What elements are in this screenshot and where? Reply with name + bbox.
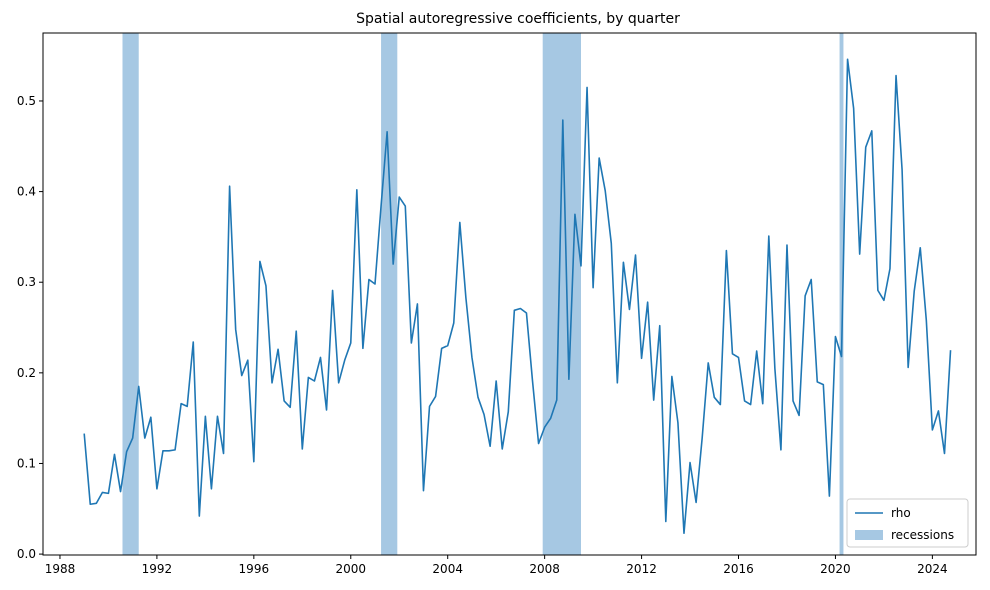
- x-tick-label: 2008: [529, 562, 560, 576]
- y-axis: 0.0 0.1 0.2 0.3 0.4 0.5: [17, 94, 43, 561]
- recession-band: [381, 33, 398, 555]
- y-tick-label: 0.3: [17, 275, 36, 289]
- plot-frame: [42, 32, 977, 556]
- recession-band: [122, 33, 139, 555]
- series-line-rho: [83, 58, 952, 535]
- chart-title: Spatial autoregressive coefficients, by …: [356, 11, 680, 27]
- x-axis: 1988 1992 1996 2000 2004 2008 2012 2016 2020 2024: [45, 555, 948, 576]
- legend-label-recessions: recessions: [891, 528, 954, 542]
- y-tick-label: 0.0: [17, 547, 36, 561]
- legend: rho recessions: [846, 498, 969, 548]
- x-tick-label: 2024: [917, 562, 948, 576]
- y-tick-label: 0.1: [17, 456, 36, 470]
- x-tick-label: 2020: [820, 562, 851, 576]
- x-tick-label: 2000: [335, 562, 366, 576]
- x-tick-label: 2012: [626, 562, 657, 576]
- y-tick-label: 0.4: [17, 185, 36, 199]
- legend-swatch-patch: [855, 530, 883, 540]
- x-tick-label: 1992: [142, 562, 173, 576]
- x-tick-label: 2016: [723, 562, 754, 576]
- y-tick-label: 0.5: [17, 94, 36, 108]
- series-layer: [83, 58, 952, 535]
- recession-band: [839, 33, 844, 555]
- recession-band: [542, 33, 581, 555]
- x-tick-label: 1996: [239, 562, 270, 576]
- recession-bands: [122, 33, 844, 555]
- x-tick-label: 2004: [432, 562, 463, 576]
- x-tick-label: 1988: [45, 562, 76, 576]
- legend-label-rho: rho: [891, 506, 911, 520]
- y-tick-label: 0.2: [17, 366, 36, 380]
